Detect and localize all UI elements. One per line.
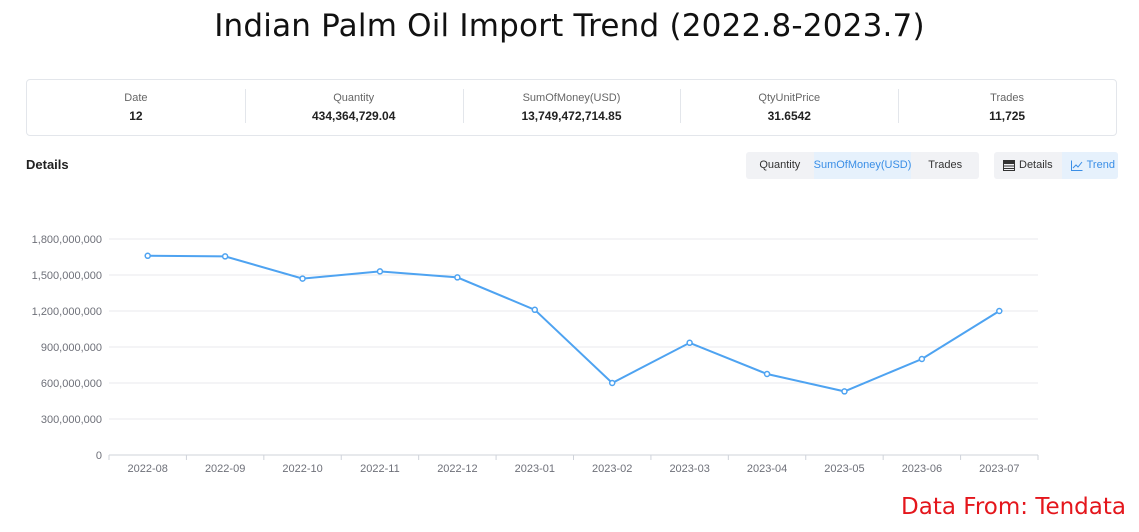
trend-line-chart: 0 300,000,000 600,000,000 900,000,000 1,200,… xyxy=(32,234,1039,475)
x-tick-label: 2023-01 xyxy=(515,463,555,475)
tab-quantity[interactable]: Quantity xyxy=(759,159,801,171)
view-tabs: Details Trend xyxy=(994,152,1118,179)
summary-stats: Date 12 Quantity 434,364,729.04 SumOfMon… xyxy=(26,79,1117,136)
stat-trades: Trades 11,725 xyxy=(898,88,1116,125)
details-heading: Details xyxy=(26,157,69,172)
y-tick-label: 1,800,000,000 xyxy=(32,234,102,246)
stat-date-label: Date xyxy=(124,91,148,104)
x-tick-label: 2023-03 xyxy=(669,463,709,475)
data-point xyxy=(144,252,151,260)
y-tick-label: 1,500,000,000 xyxy=(32,270,102,282)
page-title: Indian Palm Oil Import Trend (2022.8-202… xyxy=(214,8,925,44)
data-point xyxy=(376,268,384,275)
y-tick-label: 300,000,000 xyxy=(41,414,102,426)
stat-quantity: Quantity 434,364,729.04 xyxy=(244,88,463,125)
stat-sum-of-money-label: SumOfMoney(USD) xyxy=(522,91,621,104)
stat-trades-label: Trades xyxy=(990,91,1024,104)
x-tick-label: 2022-08 xyxy=(128,463,168,475)
stat-date: Date 12 xyxy=(27,91,245,125)
data-source-note: Data From: Tendata xyxy=(901,494,1126,520)
data-point xyxy=(454,274,461,281)
x-tick-label: 2023-07 xyxy=(979,463,1019,475)
x-tick-label: 2022-10 xyxy=(282,463,322,475)
tab-details-view[interactable]: Details xyxy=(994,152,1062,179)
data-point xyxy=(686,339,693,347)
data-point xyxy=(841,388,848,395)
tab-trades[interactable]: Trades xyxy=(928,159,963,171)
tab-sum-of-money[interactable]: SumOfMoney(USD) xyxy=(813,152,912,179)
line-chart-icon xyxy=(1070,160,1083,171)
metric-tabs: Quantity SumOfMoney(USD) Trades xyxy=(746,152,979,179)
table-icon xyxy=(1003,160,1015,171)
data-point xyxy=(608,379,616,387)
data-point xyxy=(763,370,771,378)
tab-trend-view[interactable]: Trend xyxy=(1061,152,1118,179)
stat-trades-value: 11,725 xyxy=(989,108,1026,123)
y-tick-label: 0 xyxy=(96,450,102,462)
x-tick-label: 2022-11 xyxy=(360,463,400,475)
data-point xyxy=(221,253,229,260)
stat-qty-unit-price-label: QtyUnitPrice xyxy=(758,91,821,104)
data-point xyxy=(996,307,1003,315)
x-tick-label: 2023-06 xyxy=(902,463,942,475)
stat-sum-of-money-value: 13,749,472,714.85 xyxy=(521,108,622,123)
stat-qty-unit-price: QtyUnitPrice 31.6542 xyxy=(680,88,898,125)
x-tick-label: 2022-09 xyxy=(205,463,245,475)
y-tick-label: 1,200,000,000 xyxy=(32,306,102,318)
data-point xyxy=(299,275,306,282)
series-line xyxy=(147,254,1000,393)
x-tick-label: 2023-05 xyxy=(824,463,864,475)
stat-quantity-label: Quantity xyxy=(333,91,375,104)
x-tick-label: 2023-02 xyxy=(592,463,632,475)
stat-sum-of-money: SumOfMoney(USD) 13,749,472,714.85 xyxy=(462,88,681,125)
tab-trend-view-label: Trend xyxy=(1086,159,1115,171)
data-point xyxy=(531,306,539,314)
stat-date-value: 12 xyxy=(129,108,143,123)
stat-quantity-value: 434,364,729.04 xyxy=(311,108,396,123)
tab-details-view-label: Details xyxy=(1019,159,1053,171)
stat-qty-unit-price-value: 31.6542 xyxy=(767,108,811,123)
y-tick-label: 600,000,000 xyxy=(41,378,102,390)
x-tick-label: 2022-12 xyxy=(437,463,477,475)
y-tick-label: 900,000,000 xyxy=(41,342,102,354)
x-tick-label: 2023-04 xyxy=(747,463,787,475)
data-point xyxy=(918,355,926,363)
